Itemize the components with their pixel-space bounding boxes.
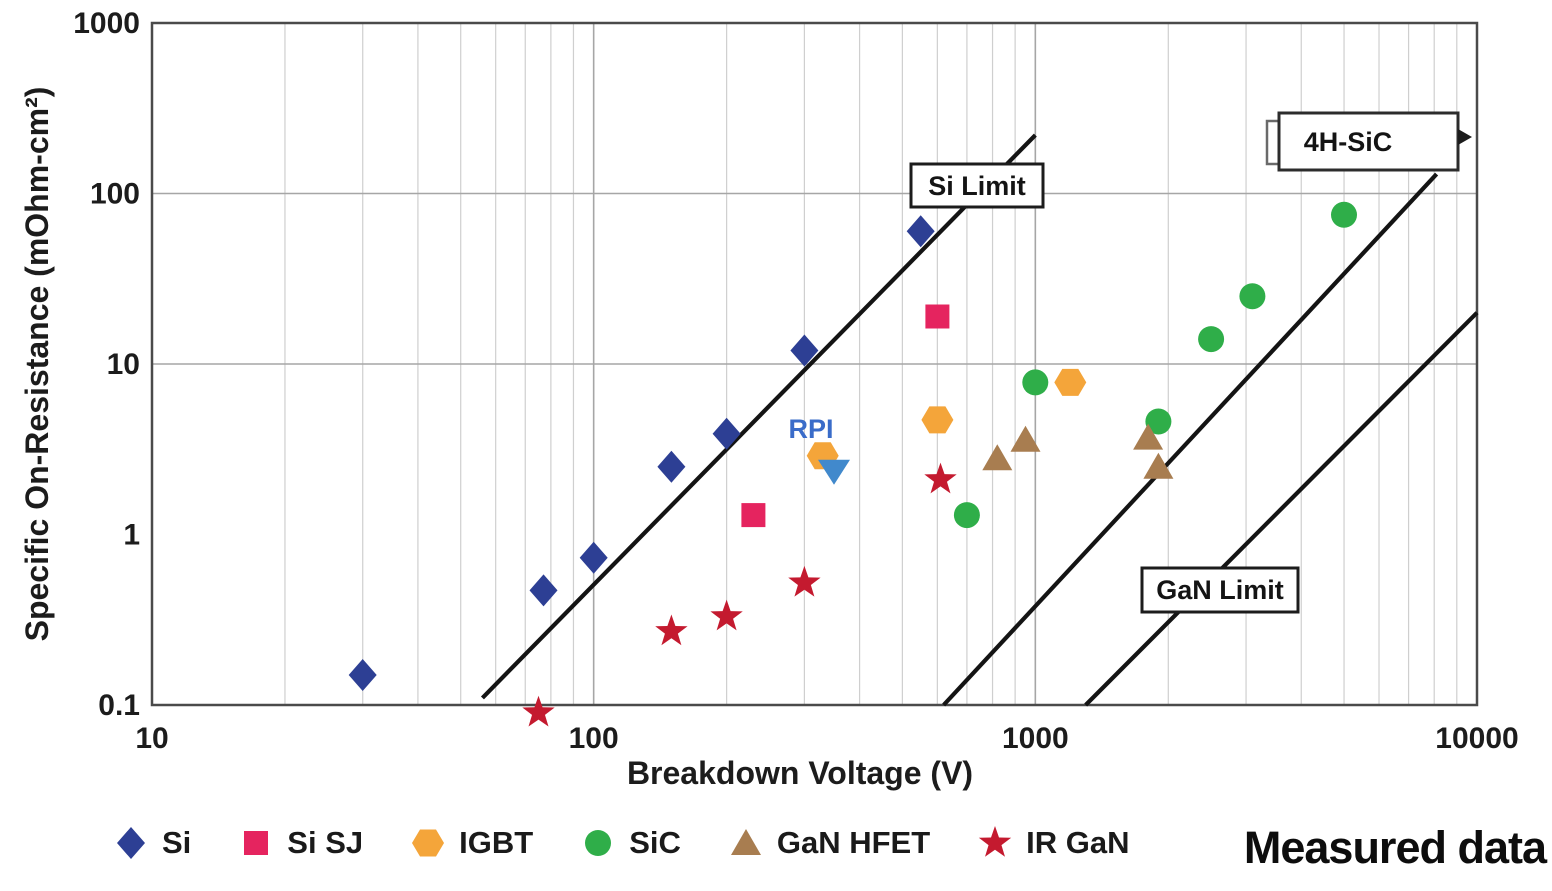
y-tick-label: 10: [107, 348, 140, 381]
legend-item-igbt: IGBT: [409, 824, 533, 862]
legend-triangle-up-icon: [730, 829, 761, 855]
svg-text:Si Limit: Si Limit: [928, 171, 1026, 201]
y-axis-title: Specific On-Resistance (mOhm-cm²): [19, 87, 55, 642]
legend-label: IGBT: [459, 825, 534, 860]
data-point: [710, 599, 743, 631]
x-tick-label: 1000: [1002, 722, 1069, 755]
limit-line-4h-sic: [942, 172, 1439, 707]
legend-label: GaN HFET: [776, 825, 931, 860]
legend-label: Si: [162, 825, 192, 860]
sic-label-arrow-icon: [1458, 129, 1472, 145]
x-tick-label: 10000: [1435, 722, 1518, 755]
legend-item-si-sj: Si SJ: [237, 824, 363, 862]
legend: Si Si SJ IGBT SiC GaN HFET IR GaN: [112, 824, 1130, 862]
legend-item-sic: SiC: [579, 824, 681, 862]
x-tick-label: 100: [569, 722, 619, 755]
limit-lines: [480, 133, 1479, 707]
data-point: [924, 462, 957, 494]
limit-line-si-limit: [480, 133, 1037, 700]
plot-border: [150, 21, 1479, 707]
y-tick-label: 1: [123, 519, 140, 552]
legend-item-ir-gan: IR GaN: [976, 824, 1130, 862]
data-point: [1331, 201, 1357, 228]
data-point: [788, 565, 821, 597]
series-gan-hfet: [982, 423, 1174, 479]
scatter-plot: Si Limit 4H-SiC GaN Limit RPI 10 100 1000 1…: [19, 7, 1519, 791]
data-point: [712, 417, 741, 450]
rpi-annotation: RPI: [788, 414, 833, 444]
x-axis-tick-labels: 10 100 1000 10000: [135, 722, 1518, 755]
gridlines: [152, 23, 1477, 705]
data-point: [741, 503, 766, 528]
svg-text:GaN Limit: GaN Limit: [1156, 575, 1284, 605]
y-tick-label: 1000: [73, 7, 140, 40]
data-point: [1239, 283, 1266, 310]
legend-circle-icon: [585, 830, 612, 856]
series-sic: [953, 201, 1357, 529]
legend-star-icon: [979, 826, 1012, 857]
data-point: [1198, 326, 1225, 353]
data-point: [818, 459, 850, 485]
data-points: [348, 201, 1357, 727]
data-point: [522, 695, 555, 727]
limit-line-gan-limit: [1084, 311, 1479, 707]
legend-label: SiC: [629, 825, 681, 860]
legend-hexagon-icon: [412, 829, 445, 857]
data-point: [925, 304, 950, 329]
x-axis-title: Breakdown Voltage (V): [627, 755, 973, 791]
data-point: [1022, 369, 1049, 396]
y-tick-label: 0.1: [98, 689, 140, 722]
data-point: [657, 450, 686, 483]
gan-limit-label: GaN Limit: [1140, 566, 1300, 614]
data-point: [348, 659, 377, 691]
series-si: [348, 215, 935, 691]
data-point: [529, 574, 558, 607]
data-point: [790, 334, 819, 367]
data-point: [953, 502, 980, 529]
legend-item-si: Si: [112, 824, 191, 862]
series-rpi: [818, 459, 850, 485]
series-ir-gan: [522, 462, 957, 727]
legend-label: IR GaN: [1026, 825, 1130, 860]
y-axis-tick-labels: 1000 100 10 1 0.1: [73, 7, 140, 722]
data-point: [1145, 408, 1172, 435]
y-tick-label: 100: [90, 178, 140, 211]
data-point: [1010, 425, 1041, 452]
legend-label: Si SJ: [287, 825, 364, 860]
data-point: [1133, 423, 1164, 450]
svg-text:4H-SiC: 4H-SiC: [1304, 127, 1393, 157]
x-tick-label: 10: [135, 722, 168, 755]
data-point: [1054, 368, 1087, 396]
legend-square-icon: [244, 831, 269, 855]
data-point: [982, 444, 1013, 471]
data-point: [1143, 452, 1174, 479]
data-point: [579, 541, 608, 574]
data-point: [655, 614, 688, 646]
sic-limit-label: 4H-SiC: [1265, 111, 1472, 172]
footer-note: Measured data: [1243, 822, 1547, 873]
legend-diamond-icon: [117, 827, 145, 859]
legend-item-gan-hfet: GaN HFET: [727, 824, 930, 862]
series-si-sj: [741, 304, 950, 528]
data-point: [921, 406, 954, 434]
data-point: [906, 215, 935, 248]
si-limit-label: Si Limit: [909, 162, 1045, 209]
